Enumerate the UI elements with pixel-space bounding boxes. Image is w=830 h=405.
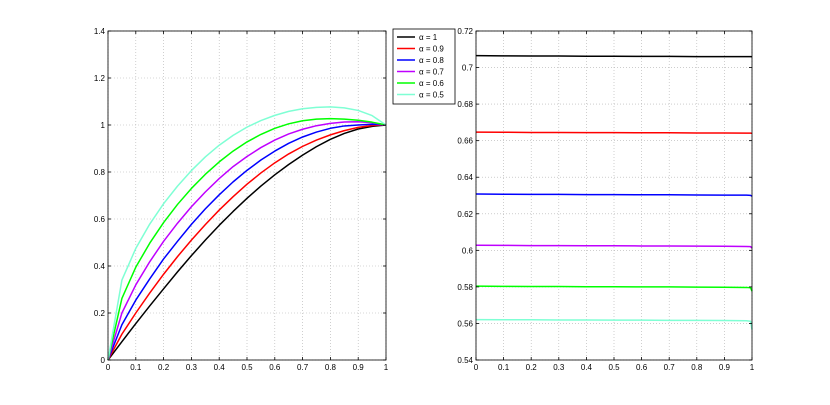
legend-item: α = 0.6: [397, 79, 444, 88]
grid: [107, 30, 387, 361]
series-line: [475, 285, 753, 292]
y-tick-label: 0.54: [457, 356, 473, 365]
y-tick-label: 0.62: [457, 210, 473, 219]
y-tick-label: 1.4: [94, 27, 106, 36]
y-tick-label: 0.8: [94, 168, 106, 177]
series-group: [107, 106, 387, 361]
legend-item: α = 1: [397, 33, 438, 42]
x-tick-label: 0.9: [353, 363, 365, 372]
series-line: [475, 193, 753, 197]
y-tick-label: 0.56: [457, 319, 473, 328]
legend-label: α = 0.5: [419, 91, 444, 100]
y-tick-label: 0.66: [457, 137, 473, 146]
y-tick-label: 0.2: [94, 309, 106, 318]
y-tick-label: 0: [101, 356, 106, 365]
x-tick-label: 0.5: [608, 363, 620, 372]
series-line: [107, 120, 387, 361]
ticks: 0 0.1 0.2 0.3 0.4 0.5 0.6 0.7 0.8 0.9 1 0.54 0.56 0.5…: [457, 27, 754, 372]
series-line: [107, 123, 387, 361]
ticks: 0 0.1 0.2 0.3 0.4 0.5 0.6 0.7 0.8 0.9 1 0 0.2 0.4 0.6 0…: [94, 27, 389, 372]
series-line: [107, 124, 387, 361]
x-tick-label: 0.7: [664, 363, 676, 372]
y-tick-label: 0.68: [457, 100, 473, 109]
legend-label: α = 0.6: [419, 79, 444, 88]
series-line: [107, 117, 387, 361]
left-chart: 0 0.1 0.2 0.3 0.4 0.5 0.6 0.7 0.8 0.9 1 0 0.2 0.4 0.6 0…: [94, 27, 389, 372]
x-tick-label: 0.2: [526, 363, 538, 372]
series-line: [475, 318, 753, 330]
x-tick-label: 1: [750, 363, 755, 372]
x-tick-label: 0.5: [241, 363, 253, 372]
x-tick-label: 0.3: [186, 363, 198, 372]
series-line: [475, 54, 753, 58]
y-tick-label: 1.2: [94, 74, 106, 83]
legend-item: α = 0.8: [397, 56, 444, 65]
x-tick-label: 0.9: [719, 363, 731, 372]
y-tick-label: 0.6: [94, 215, 106, 224]
x-tick-label: 0.2: [158, 363, 170, 372]
y-tick-label: 0.58: [457, 283, 473, 292]
legend: α = 1 α = 0.9 α = 0.8 α = 0.7 α = 0.6 α = 0.5: [392, 28, 456, 105]
series-line: [107, 106, 387, 361]
y-tick-label: 0.64: [457, 173, 473, 182]
x-tick-label: 0.7: [297, 363, 309, 372]
x-tick-label: 0.1: [498, 363, 510, 372]
y-tick-label: 0.6: [462, 246, 474, 255]
legend-item: α = 0.7: [397, 68, 444, 77]
legend-item: α = 0.5: [397, 91, 444, 100]
legend-label: α = 0.9: [419, 45, 444, 54]
legend-label: α = 0.7: [419, 68, 444, 77]
x-tick-label: 1: [384, 363, 389, 372]
x-tick-label: 0.4: [581, 363, 593, 372]
legend-box: [392, 28, 456, 105]
x-tick-label: 0.3: [553, 363, 565, 372]
legend-item: α = 0.9: [397, 45, 444, 54]
series-group: [475, 54, 753, 330]
legend-label: α = 0.8: [419, 56, 444, 65]
x-tick-label: 0.4: [214, 363, 226, 372]
x-tick-label: 0.6: [269, 363, 281, 372]
series-line: [107, 124, 387, 361]
y-tick-label: 0.7: [462, 64, 474, 73]
x-tick-label: 0: [106, 363, 111, 372]
y-tick-label: 0.72: [457, 27, 473, 36]
series-line: [475, 131, 753, 135]
series-line: [475, 244, 753, 249]
x-tick-label: 0.6: [636, 363, 648, 372]
right-chart: 0 0.1 0.2 0.3 0.4 0.5 0.6 0.7 0.8 0.9 1 0.54 0.56 0.5…: [457, 27, 754, 372]
x-tick-label: 0.1: [130, 363, 142, 372]
x-tick-label: 0.8: [691, 363, 703, 372]
y-tick-label: 1: [101, 121, 106, 130]
x-tick-label: 0: [474, 363, 479, 372]
legend-label: α = 1: [419, 33, 438, 42]
y-tick-label: 0.4: [94, 262, 106, 271]
x-tick-label: 0.8: [325, 363, 337, 372]
